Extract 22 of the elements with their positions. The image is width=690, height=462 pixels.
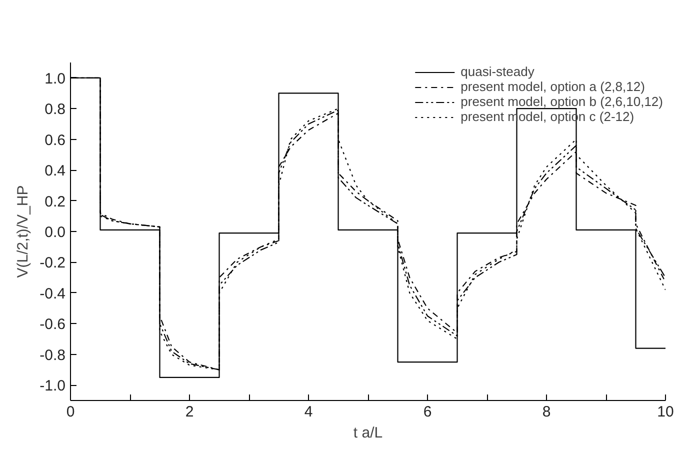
y-tick-label: -0.8 bbox=[40, 346, 66, 364]
x-tick-label: 6 bbox=[423, 404, 432, 420]
x-axis-title: t a/L bbox=[353, 424, 383, 442]
x-tick-label: 4 bbox=[304, 404, 313, 420]
y-tick-label: -0.4 bbox=[40, 285, 66, 302]
y-tick-label: 0.8 bbox=[44, 101, 66, 118]
y-tick-label: -1.0 bbox=[40, 378, 66, 395]
legend-label: present model, option a (2,8,12) bbox=[460, 79, 645, 94]
x-tick-label: 8 bbox=[542, 404, 551, 420]
legend-label: quasi-steady bbox=[460, 64, 534, 79]
x-tick-label: 0 bbox=[66, 404, 75, 420]
y-tick-label: 0.4 bbox=[44, 162, 66, 180]
legend-label: present model, option b (2,6,10,12) bbox=[460, 94, 663, 109]
y-tick-label: 0.2 bbox=[44, 193, 66, 210]
y-axis-title: V(L/2,t)/V_HP bbox=[14, 185, 32, 278]
y-tick-label: 0.6 bbox=[44, 132, 66, 149]
y-tick-label: -0.2 bbox=[40, 254, 66, 272]
y-tick-label: -0.6 bbox=[40, 316, 66, 334]
x-tick-label: 10 bbox=[657, 404, 674, 420]
y-tick-label: 0.0 bbox=[44, 224, 66, 241]
x-tick-label: 2 bbox=[185, 404, 194, 420]
y-tick-label: 1.0 bbox=[44, 70, 66, 88]
